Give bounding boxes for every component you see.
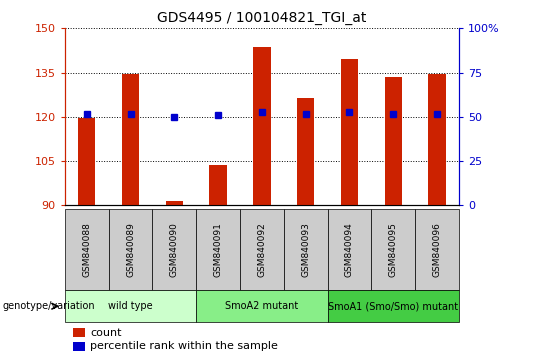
Text: GSM840096: GSM840096: [433, 222, 442, 277]
Text: GSM840092: GSM840092: [258, 222, 266, 277]
Text: count: count: [90, 328, 122, 338]
Bar: [253, 47, 271, 205]
Bar: [341, 59, 358, 205]
Text: GSM840089: GSM840089: [126, 222, 135, 277]
Text: GSM840090: GSM840090: [170, 222, 179, 277]
Bar: [109, 209, 152, 290]
Text: genotype/variation: genotype/variation: [3, 301, 96, 311]
Text: GSM840091: GSM840091: [214, 222, 222, 277]
Text: wild type: wild type: [108, 301, 153, 311]
Bar: [122, 74, 139, 205]
Bar: [384, 77, 402, 205]
Bar: [428, 74, 446, 205]
Bar: [152, 209, 196, 290]
Bar: [196, 209, 240, 290]
Bar: [78, 118, 96, 205]
Bar: [328, 290, 459, 322]
Bar: [284, 209, 328, 290]
Bar: [240, 209, 284, 290]
Bar: [196, 290, 328, 322]
Bar: [328, 209, 372, 290]
Bar: [65, 209, 109, 290]
Bar: [73, 329, 84, 337]
Bar: [415, 209, 459, 290]
Bar: [210, 166, 227, 205]
Bar: [297, 98, 314, 205]
Title: GDS4495 / 100104821_TGI_at: GDS4495 / 100104821_TGI_at: [157, 11, 367, 24]
Text: GSM840093: GSM840093: [301, 222, 310, 277]
Text: GSM840088: GSM840088: [82, 222, 91, 277]
Text: GSM840094: GSM840094: [345, 222, 354, 277]
Text: SmoA2 mutant: SmoA2 mutant: [225, 301, 299, 311]
Text: percentile rank within the sample: percentile rank within the sample: [90, 342, 278, 352]
Bar: [372, 209, 415, 290]
Bar: [166, 201, 183, 205]
Bar: [73, 342, 84, 351]
Text: GSM840095: GSM840095: [389, 222, 398, 277]
Text: SmoA1 (Smo/Smo) mutant: SmoA1 (Smo/Smo) mutant: [328, 301, 458, 311]
Bar: [65, 290, 196, 322]
